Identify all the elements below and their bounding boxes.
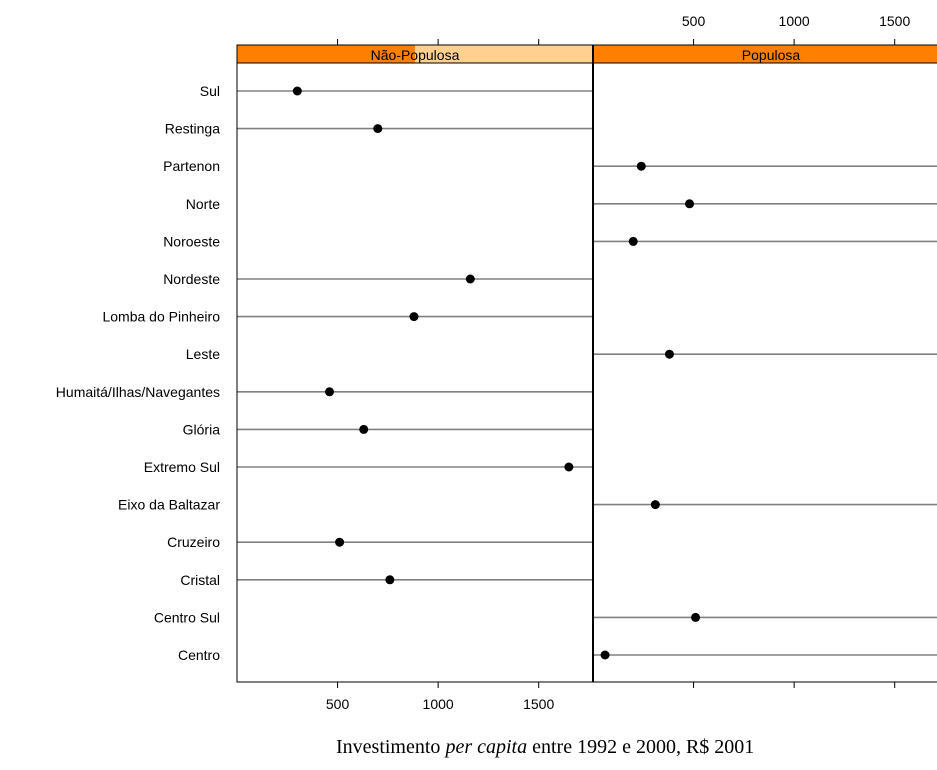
bottom-axis: 500 1000 1500 (326, 682, 896, 712)
top-axis: 500 1000 1500 (337, 13, 910, 45)
x-tick-label: 1500 (523, 696, 554, 712)
category-label: Centro (178, 647, 220, 663)
strip-label: Não-Populosa (371, 47, 460, 63)
category-label: Extremo Sul (144, 459, 220, 475)
strip-level-bar (593, 45, 937, 63)
data-point (650, 500, 660, 510)
data-point (409, 312, 419, 322)
category-label: Lomba do Pinheiro (102, 309, 220, 325)
category-label: Nordeste (163, 271, 220, 287)
data-point (325, 387, 335, 397)
category-label: Glória (183, 421, 221, 437)
data-point (628, 236, 638, 246)
category-label: Centro Sul (154, 609, 220, 625)
category-label: Partenon (163, 158, 220, 174)
data-point (335, 537, 345, 547)
category-label: Humaitá/Ilhas/Navegantes (56, 384, 220, 400)
category-label: Noroeste (163, 233, 220, 249)
category-labels: Sul Restinga Partenon Norte Noroeste Nordeste… (56, 83, 221, 663)
data-point (685, 199, 695, 209)
category-label: Leste (186, 346, 220, 362)
data-point (691, 612, 701, 622)
category-label: Norte (186, 196, 220, 212)
category-label: Cruzeiro (167, 534, 220, 550)
data-point (359, 424, 369, 434)
data-point (664, 349, 674, 359)
data-point (636, 161, 646, 171)
category-label: Cristal (180, 572, 220, 588)
data-point (373, 124, 383, 134)
data-point (564, 462, 574, 472)
strip-level-bar (237, 45, 415, 63)
x-tick-label: 1000 (779, 13, 810, 29)
x-axis-label: Investimento per capita entre 1992 e 200… (336, 736, 755, 758)
x-tick-label: 1000 (423, 696, 454, 712)
x-tick-label: 1500 (879, 13, 910, 29)
category-label: Restinga (165, 121, 220, 137)
data-point (292, 86, 302, 96)
category-label: Eixo da Baltazar (118, 497, 220, 513)
data-point (465, 274, 475, 284)
category-label: Sul (200, 83, 220, 99)
strip-label: Populosa (742, 47, 801, 63)
panels: Não-Populosa Populosa (236, 44, 937, 683)
data-point (385, 575, 395, 585)
panel-border (592, 44, 937, 683)
x-tick-label: 500 (682, 13, 706, 29)
x-tick-label: 500 (326, 696, 350, 712)
data-point (600, 650, 610, 660)
panel-border (236, 44, 594, 683)
